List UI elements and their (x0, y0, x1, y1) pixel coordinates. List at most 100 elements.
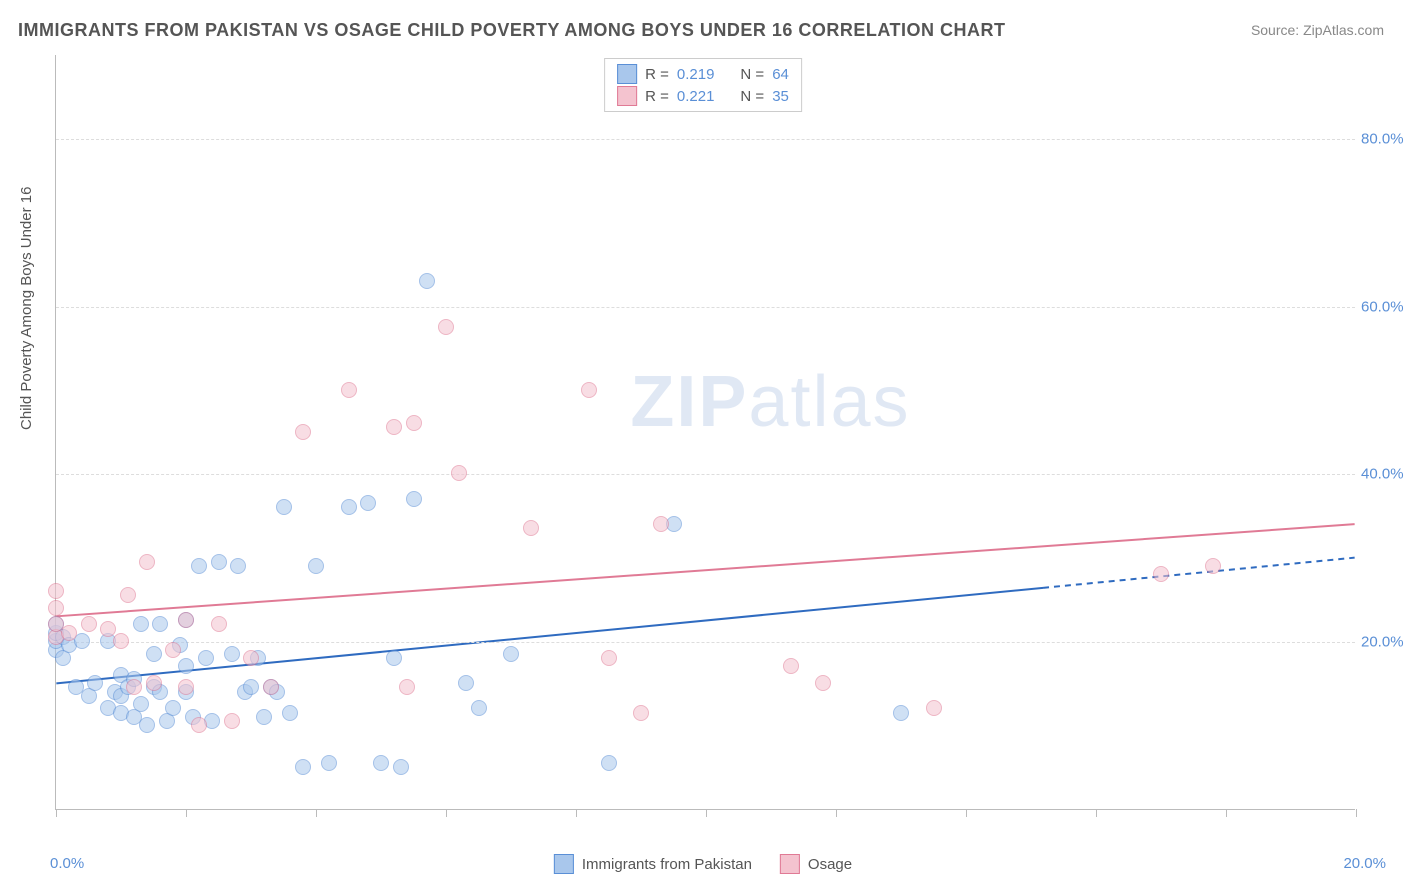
scatter-point (113, 633, 129, 649)
y-tick-label: 40.0% (1361, 466, 1404, 483)
scatter-point (399, 679, 415, 695)
x-tick (316, 809, 317, 817)
x-tick (186, 809, 187, 817)
scatter-point (139, 717, 155, 733)
n-label: N = (740, 88, 764, 105)
scatter-point (653, 516, 669, 532)
scatter-point (282, 705, 298, 721)
x-axis-min-label: 0.0% (50, 855, 84, 872)
scatter-point (295, 759, 311, 775)
x-tick (56, 809, 57, 817)
r-label: R = (645, 66, 669, 83)
legend-swatch (780, 854, 800, 874)
scatter-point (406, 415, 422, 431)
scatter-point (211, 554, 227, 570)
x-tick (1226, 809, 1227, 817)
x-axis-max-label: 20.0% (1343, 855, 1386, 872)
trend-line-dashed (1043, 558, 1355, 588)
y-tick-label: 20.0% (1361, 634, 1404, 651)
scatter-point (81, 616, 97, 632)
scatter-point (211, 616, 227, 632)
x-tick (966, 809, 967, 817)
legend-stat-row: R =0.221N =35 (617, 85, 789, 107)
scatter-point (386, 419, 402, 435)
scatter-point (224, 713, 240, 729)
scatter-point (601, 755, 617, 771)
scatter-point (451, 465, 467, 481)
scatter-point (139, 554, 155, 570)
scatter-point (146, 646, 162, 662)
scatter-point (263, 679, 279, 695)
scatter-point (87, 675, 103, 691)
scatter-point (48, 583, 64, 599)
scatter-point (178, 679, 194, 695)
legend-series-label: Immigrants from Pakistan (582, 856, 752, 873)
scatter-point (191, 717, 207, 733)
scatter-point (256, 709, 272, 725)
n-value: 64 (772, 66, 789, 83)
scatter-point (48, 600, 64, 616)
legend-series: Immigrants from Pakistan Osage (554, 854, 852, 874)
n-label: N = (740, 66, 764, 83)
scatter-point (61, 625, 77, 641)
scatter-point (178, 612, 194, 628)
scatter-point (165, 642, 181, 658)
scatter-point (224, 646, 240, 662)
x-tick (1356, 809, 1357, 817)
n-value: 35 (772, 88, 789, 105)
scatter-point (360, 495, 376, 511)
source-label: Source: ZipAtlas.com (1251, 22, 1384, 38)
legend-correlation-box: R = 0.219 N = 64R = 0.221 N = 35 (604, 58, 802, 112)
scatter-point (438, 319, 454, 335)
r-value: 0.221 (677, 88, 715, 105)
scatter-point (120, 587, 136, 603)
scatter-point (146, 675, 162, 691)
scatter-point (633, 705, 649, 721)
legend-series-item: Osage (780, 854, 852, 874)
scatter-point (1205, 558, 1221, 574)
scatter-point (341, 499, 357, 515)
scatter-point (523, 520, 539, 536)
scatter-point (471, 700, 487, 716)
scatter-point (295, 424, 311, 440)
scatter-point (198, 650, 214, 666)
grid-line (56, 642, 1355, 643)
y-tick-label: 60.0% (1361, 298, 1404, 315)
scatter-point (419, 273, 435, 289)
scatter-point (152, 616, 168, 632)
scatter-point (321, 755, 337, 771)
grid-line (56, 139, 1355, 140)
scatter-point (308, 558, 324, 574)
legend-stat-row: R = 0.219 N = 64 (617, 63, 789, 85)
scatter-point (133, 696, 149, 712)
scatter-point (230, 558, 246, 574)
x-tick (836, 809, 837, 817)
legend-series-label: Osage (808, 856, 852, 873)
scatter-point (406, 491, 422, 507)
watermark: ZIPatlas (630, 361, 910, 443)
legend-swatch (617, 64, 637, 84)
legend-swatch (617, 86, 637, 106)
scatter-point (126, 679, 142, 695)
scatter-point (373, 755, 389, 771)
trend-line-solid (56, 588, 1043, 684)
scatter-point (926, 700, 942, 716)
scatter-point (503, 646, 519, 662)
scatter-point (386, 650, 402, 666)
x-tick (576, 809, 577, 817)
scatter-point (581, 382, 597, 398)
scatter-point (1153, 566, 1169, 582)
y-axis-title: Child Poverty Among Boys Under 16 (18, 187, 35, 430)
scatter-point (191, 558, 207, 574)
scatter-point (341, 382, 357, 398)
legend-series-item: Immigrants from Pakistan (554, 854, 752, 874)
r-value: 0.219 (677, 66, 715, 83)
scatter-point (243, 650, 259, 666)
scatter-point (243, 679, 259, 695)
x-tick (706, 809, 707, 817)
grid-line (56, 474, 1355, 475)
scatter-point (458, 675, 474, 691)
scatter-point (276, 499, 292, 515)
scatter-point (893, 705, 909, 721)
plot-area: ZIPatlas (55, 55, 1355, 810)
